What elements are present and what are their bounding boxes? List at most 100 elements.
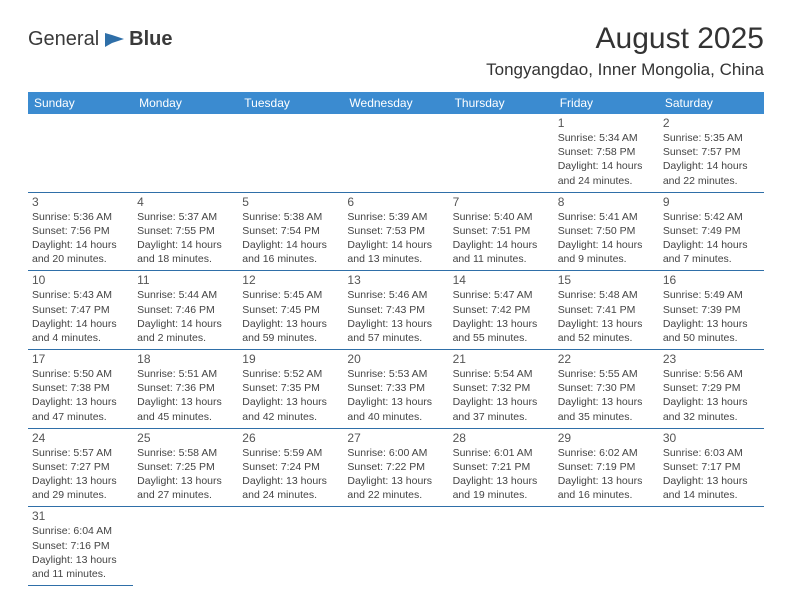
- day-info-line: Sunset: 7:57 PM: [663, 145, 760, 159]
- day-info: Sunrise: 5:58 AMSunset: 7:25 PMDaylight:…: [137, 446, 234, 503]
- day-info-line: and 18 minutes.: [137, 252, 234, 266]
- day-info-line: Sunrise: 5:39 AM: [347, 210, 444, 224]
- day-info-line: Daylight: 14 hours: [242, 238, 339, 252]
- day-info: Sunrise: 5:50 AMSunset: 7:38 PMDaylight:…: [32, 367, 129, 424]
- calendar-table: Sunday Monday Tuesday Wednesday Thursday…: [28, 92, 764, 586]
- day-number: 11: [137, 273, 234, 287]
- day-info-line: and 7 minutes.: [663, 252, 760, 266]
- weekday-header: Thursday: [449, 92, 554, 114]
- day-number: 21: [453, 352, 550, 366]
- day-info: Sunrise: 5:34 AMSunset: 7:58 PMDaylight:…: [558, 131, 655, 188]
- day-info-line: Sunset: 7:33 PM: [347, 381, 444, 395]
- day-info-line: and 20 minutes.: [32, 252, 129, 266]
- day-info-line: Sunrise: 5:50 AM: [32, 367, 129, 381]
- day-number: 19: [242, 352, 339, 366]
- calendar-week: 24Sunrise: 5:57 AMSunset: 7:27 PMDayligh…: [28, 428, 764, 507]
- day-info-line: Sunrise: 5:52 AM: [242, 367, 339, 381]
- calendar-week: 10Sunrise: 5:43 AMSunset: 7:47 PMDayligh…: [28, 271, 764, 350]
- day-info-line: Sunrise: 5:48 AM: [558, 288, 655, 302]
- day-info-line: Daylight: 14 hours: [347, 238, 444, 252]
- calendar-cell: 16Sunrise: 5:49 AMSunset: 7:39 PMDayligh…: [659, 271, 764, 350]
- weekday-header: Wednesday: [343, 92, 448, 114]
- day-info: Sunrise: 6:02 AMSunset: 7:19 PMDaylight:…: [558, 446, 655, 503]
- calendar-week: 17Sunrise: 5:50 AMSunset: 7:38 PMDayligh…: [28, 350, 764, 429]
- day-info-line: Daylight: 14 hours: [558, 159, 655, 173]
- calendar-cell: 26Sunrise: 5:59 AMSunset: 7:24 PMDayligh…: [238, 428, 343, 507]
- day-info-line: Daylight: 13 hours: [558, 395, 655, 409]
- day-info-line: Sunrise: 5:42 AM: [663, 210, 760, 224]
- day-info-line: Sunrise: 6:00 AM: [347, 446, 444, 460]
- day-info-line: Sunset: 7:17 PM: [663, 460, 760, 474]
- day-number: 1: [558, 116, 655, 130]
- day-info-line: Sunrise: 5:56 AM: [663, 367, 760, 381]
- calendar-cell: 22Sunrise: 5:55 AMSunset: 7:30 PMDayligh…: [554, 350, 659, 429]
- weekday-header: Monday: [133, 92, 238, 114]
- calendar-cell: [659, 507, 764, 586]
- day-info: Sunrise: 5:55 AMSunset: 7:30 PMDaylight:…: [558, 367, 655, 424]
- month-title: August 2025: [486, 22, 764, 56]
- day-info-line: Sunrise: 5:57 AM: [32, 446, 129, 460]
- day-info-line: Daylight: 14 hours: [663, 238, 760, 252]
- day-number: 30: [663, 431, 760, 445]
- day-info-line: and 57 minutes.: [347, 331, 444, 345]
- day-info-line: and 59 minutes.: [242, 331, 339, 345]
- day-info-line: Daylight: 14 hours: [558, 238, 655, 252]
- day-number: 2: [663, 116, 760, 130]
- day-info-line: Daylight: 13 hours: [347, 395, 444, 409]
- calendar-cell: [28, 114, 133, 192]
- day-number: 10: [32, 273, 129, 287]
- day-info-line: Daylight: 14 hours: [453, 238, 550, 252]
- day-info: Sunrise: 5:48 AMSunset: 7:41 PMDaylight:…: [558, 288, 655, 345]
- day-info-line: Sunrise: 5:53 AM: [347, 367, 444, 381]
- calendar-cell: [343, 114, 448, 192]
- weekday-header: Sunday: [28, 92, 133, 114]
- calendar-cell: 3Sunrise: 5:36 AMSunset: 7:56 PMDaylight…: [28, 192, 133, 271]
- weekday-header: Saturday: [659, 92, 764, 114]
- day-info-line: Sunrise: 5:43 AM: [32, 288, 129, 302]
- day-info-line: Daylight: 13 hours: [453, 395, 550, 409]
- calendar-cell: [133, 114, 238, 192]
- day-info-line: Sunset: 7:22 PM: [347, 460, 444, 474]
- day-info-line: Daylight: 13 hours: [347, 474, 444, 488]
- day-info-line: and 19 minutes.: [453, 488, 550, 502]
- calendar-cell: 15Sunrise: 5:48 AMSunset: 7:41 PMDayligh…: [554, 271, 659, 350]
- day-info-line: Sunrise: 5:37 AM: [137, 210, 234, 224]
- day-info-line: Sunset: 7:53 PM: [347, 224, 444, 238]
- calendar-cell: 4Sunrise: 5:37 AMSunset: 7:55 PMDaylight…: [133, 192, 238, 271]
- day-number: 6: [347, 195, 444, 209]
- day-info-line: Sunset: 7:35 PM: [242, 381, 339, 395]
- day-number: 27: [347, 431, 444, 445]
- day-info: Sunrise: 5:37 AMSunset: 7:55 PMDaylight:…: [137, 210, 234, 267]
- weekday-header-row: Sunday Monday Tuesday Wednesday Thursday…: [28, 92, 764, 114]
- calendar-cell: 6Sunrise: 5:39 AMSunset: 7:53 PMDaylight…: [343, 192, 448, 271]
- calendar-cell: 1Sunrise: 5:34 AMSunset: 7:58 PMDaylight…: [554, 114, 659, 192]
- day-info: Sunrise: 5:40 AMSunset: 7:51 PMDaylight:…: [453, 210, 550, 267]
- day-info: Sunrise: 5:45 AMSunset: 7:45 PMDaylight:…: [242, 288, 339, 345]
- day-info-line: and 16 minutes.: [558, 488, 655, 502]
- day-info-line: and 50 minutes.: [663, 331, 760, 345]
- day-number: 26: [242, 431, 339, 445]
- day-info-line: Daylight: 13 hours: [32, 553, 129, 567]
- calendar-cell: 5Sunrise: 5:38 AMSunset: 7:54 PMDaylight…: [238, 192, 343, 271]
- day-info-line: Sunset: 7:50 PM: [558, 224, 655, 238]
- calendar-cell: [238, 507, 343, 586]
- day-info-line: and 37 minutes.: [453, 410, 550, 424]
- day-info-line: Daylight: 13 hours: [663, 474, 760, 488]
- day-info-line: Sunset: 7:16 PM: [32, 539, 129, 553]
- day-number: 23: [663, 352, 760, 366]
- day-number: 4: [137, 195, 234, 209]
- day-info-line: and 22 minutes.: [663, 174, 760, 188]
- day-info-line: Sunset: 7:41 PM: [558, 303, 655, 317]
- day-info: Sunrise: 5:42 AMSunset: 7:49 PMDaylight:…: [663, 210, 760, 267]
- day-info-line: Daylight: 13 hours: [347, 317, 444, 331]
- day-info: Sunrise: 6:03 AMSunset: 7:17 PMDaylight:…: [663, 446, 760, 503]
- day-info: Sunrise: 5:59 AMSunset: 7:24 PMDaylight:…: [242, 446, 339, 503]
- day-info-line: Sunset: 7:21 PM: [453, 460, 550, 474]
- day-number: 25: [137, 431, 234, 445]
- day-info-line: and 32 minutes.: [663, 410, 760, 424]
- day-info: Sunrise: 5:47 AMSunset: 7:42 PMDaylight:…: [453, 288, 550, 345]
- day-info-line: Sunrise: 5:36 AM: [32, 210, 129, 224]
- calendar-cell: 11Sunrise: 5:44 AMSunset: 7:46 PMDayligh…: [133, 271, 238, 350]
- day-number: 20: [347, 352, 444, 366]
- day-info-line: Daylight: 13 hours: [137, 395, 234, 409]
